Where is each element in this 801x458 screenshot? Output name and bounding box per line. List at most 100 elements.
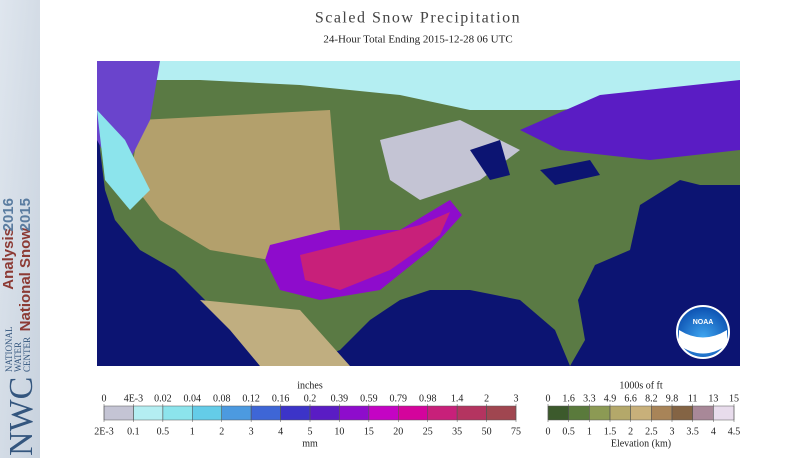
sidebar-title: Analysis 2016	[0, 198, 17, 290]
org-line: WATER	[13, 342, 23, 372]
legend-title: mm	[302, 438, 318, 449]
legend-label: 0.12	[242, 393, 260, 404]
legend-swatch	[589, 405, 611, 421]
legend-label: 35	[452, 426, 462, 437]
legend-label: 3.3	[583, 393, 596, 404]
legend-label: 15	[364, 426, 374, 437]
legend-swatch	[250, 405, 281, 421]
subtitle: 24-Hour Total Ending 2015-12-28 06 UTC	[323, 34, 512, 46]
legend-label: 0.5	[562, 426, 575, 437]
terrain	[200, 300, 350, 366]
legend-label: 2	[219, 426, 224, 437]
lakes	[540, 160, 600, 185]
legend-swatch	[280, 405, 311, 421]
legend-swatch	[368, 405, 399, 421]
legend-swatch	[103, 405, 134, 421]
legend-label: 0.02	[154, 393, 172, 404]
legend-label: 0.5	[157, 426, 170, 437]
legend-swatch	[609, 405, 631, 421]
nwc-logo: NWC	[3, 377, 40, 456]
legend-swatch	[133, 405, 164, 421]
legend-title: inches	[297, 380, 323, 391]
sidebar-year: 2016	[0, 198, 17, 231]
snow-band	[97, 110, 150, 210]
legend-label: 0.79	[390, 393, 408, 404]
legend-label: 5	[308, 426, 313, 437]
legend-label: 1.6	[562, 393, 575, 404]
legend-label: 0	[546, 393, 551, 404]
legend-label: 0	[546, 426, 551, 437]
legend-swatch	[221, 405, 252, 421]
legend-label: 75	[511, 426, 521, 437]
legend-label: 0.59	[360, 393, 378, 404]
legend-label: 0.08	[213, 393, 231, 404]
legend-label: 1	[190, 426, 195, 437]
legend-label: 1.4	[451, 393, 464, 404]
sidebar-title: National Snow 2015	[17, 198, 34, 331]
legend-label: 9.8	[666, 393, 679, 404]
legend-label: 2E-3	[94, 426, 113, 437]
legend-label: 4E-3	[124, 393, 143, 404]
legend-label: 25	[423, 426, 433, 437]
legend-swatch	[486, 405, 517, 421]
sidebar-line: Analysis	[0, 228, 17, 290]
legend-label: 2	[484, 393, 489, 404]
legend-swatch	[398, 405, 428, 421]
legend-label: 2	[628, 426, 633, 437]
legend-swatch	[456, 405, 487, 421]
map: NOAA	[97, 61, 740, 366]
legend-label: 3.5	[686, 426, 699, 437]
legend-swatch	[692, 405, 714, 421]
legend-swatch	[162, 405, 193, 421]
legend-title: 1000s of ft	[619, 380, 663, 391]
lakes	[470, 140, 510, 180]
legend-label: 8.2	[645, 393, 658, 404]
legend-label: 10	[334, 426, 344, 437]
legend-label: 3	[514, 393, 519, 404]
legend-label: 4.9	[604, 393, 617, 404]
legend-swatch	[339, 405, 370, 421]
legend-label: 0.2	[304, 393, 317, 404]
snow-band	[97, 61, 740, 110]
legend-swatch	[568, 405, 590, 421]
legend-label: 0.04	[184, 393, 202, 404]
title: Scaled Snow Precipitation	[315, 10, 521, 27]
legend-label: 0	[102, 393, 107, 404]
sidebar-year: 2015	[17, 198, 34, 231]
snow-band	[380, 120, 520, 200]
legend-label: 1.5	[604, 426, 617, 437]
legend-label: 11	[688, 393, 698, 404]
org-line: NATIONAL	[4, 327, 14, 373]
legend-swatch	[630, 405, 652, 421]
legend-label: 3	[670, 426, 675, 437]
legend-label: 3	[249, 426, 254, 437]
sidebar-line: National Snow	[17, 228, 34, 332]
legend-label: 0.16	[272, 393, 290, 404]
terrain	[130, 110, 340, 260]
legend-swatch	[651, 405, 673, 421]
legend-label: 2.5	[645, 426, 658, 437]
legend-swatch	[547, 405, 569, 421]
snow-band	[300, 212, 450, 290]
legend-label: 0.1	[127, 426, 140, 437]
noaa-text: NOAA	[693, 319, 714, 326]
legend-label: 50	[482, 426, 492, 437]
legend-label: 0.39	[331, 393, 349, 404]
legend-label: 6.6	[624, 393, 637, 404]
nwc-letters: NWC	[3, 377, 40, 456]
noaa-wave	[679, 330, 727, 354]
snow-band	[520, 80, 740, 160]
legend-swatch	[713, 405, 735, 421]
legend-label: 4	[711, 426, 716, 437]
legend-label: 0.98	[419, 393, 437, 404]
legend-label: 13	[708, 393, 718, 404]
nwc-org: NATIONAL WATER CENTER	[4, 327, 32, 373]
legend-swatch	[671, 405, 693, 421]
legend-label: 15	[729, 393, 739, 404]
legend-swatch	[309, 405, 340, 421]
legend-label: 20	[393, 426, 403, 437]
legend-label: 4.5	[728, 426, 741, 437]
org-line: CENTER	[22, 337, 32, 372]
